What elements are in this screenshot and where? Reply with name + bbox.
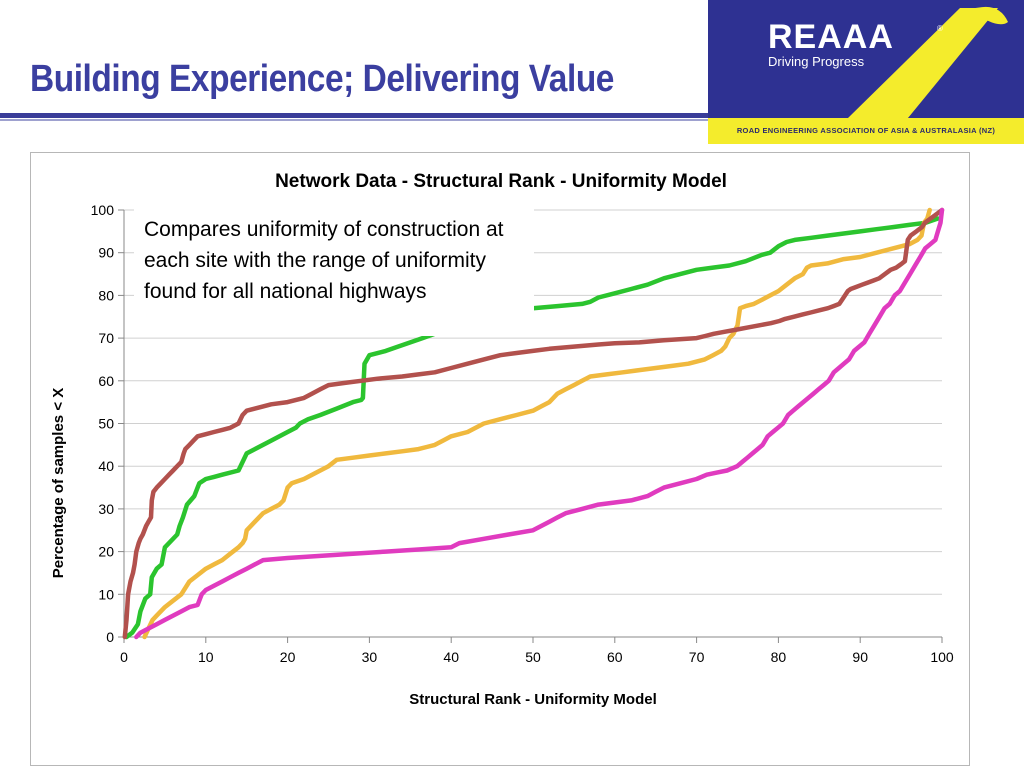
series-line-3 (122, 207, 945, 640)
x-tick-label: 80 (771, 649, 787, 665)
y-tick-label: 0 (106, 629, 114, 645)
series-line-2 (142, 207, 932, 640)
x-tick-label: 20 (280, 649, 296, 665)
y-tick-label: 40 (98, 458, 114, 474)
x-tick-label: 50 (525, 649, 541, 665)
y-tick-label: 50 (98, 416, 114, 432)
y-tick-label: 30 (98, 501, 114, 517)
y-tick-label: 90 (98, 245, 114, 261)
y-axis-label: Percentage of samples < X (50, 388, 67, 579)
x-tick-label: 70 (689, 649, 705, 665)
title-rule (0, 113, 708, 118)
logo-wordmark: REAAA (768, 18, 894, 56)
series-line-4 (134, 207, 945, 640)
series-line-1 (124, 216, 941, 640)
logo-organisation-name: ROAD ENGINEERING ASSOCIATION OF ASIA & A… (736, 126, 996, 135)
x-tick-label: 90 (852, 649, 868, 665)
x-tick-label: 30 (362, 649, 378, 665)
x-tick-label: 10 (198, 649, 214, 665)
y-tick-label: 100 (91, 202, 115, 218)
logo-road-swoosh-icon (848, 6, 1008, 118)
y-tick-label: 80 (98, 287, 114, 303)
x-axis-label: Structural Rank - Uniformity Model (409, 691, 657, 708)
x-tick-label: 60 (607, 649, 623, 665)
line-chart: 0 10 20 30 40 50 60 70 80 90 100 0 10 20 30 40 50 60 70 80 9… (50, 171, 954, 708)
y-tick-label: 70 (98, 330, 114, 346)
callout-box: Compares uniformity of construction at e… (134, 208, 534, 336)
x-tick-label: 100 (930, 649, 954, 665)
chart-title: Network Data - Structural Rank - Uniform… (275, 171, 727, 192)
x-tick-label: 40 (443, 649, 459, 665)
x-tick-label: 0 (120, 649, 128, 665)
callout-text: Compares uniformity of construction at e… (144, 218, 504, 303)
logo-registered-mark: ® (937, 24, 943, 33)
logo-tagline: Driving Progress (768, 54, 865, 69)
title-rule-light (0, 119, 708, 121)
y-tick-label: 20 (98, 544, 114, 560)
y-tick-label: 10 (98, 586, 114, 602)
series-lines (122, 207, 945, 640)
slide-title: Building Experience; Delivering Value (30, 58, 614, 100)
reaaa-logo: REAAA ® Driving Progress (708, 0, 1024, 118)
axes: 0 10 20 30 40 50 60 70 80 90 100 0 10 20 30 40 50 60 70 80 9… (91, 202, 954, 665)
logo-organisation-strip: ROAD ENGINEERING ASSOCIATION OF ASIA & A… (708, 118, 1024, 144)
gridlines (124, 209, 942, 595)
y-tick-label: 60 (98, 373, 114, 389)
